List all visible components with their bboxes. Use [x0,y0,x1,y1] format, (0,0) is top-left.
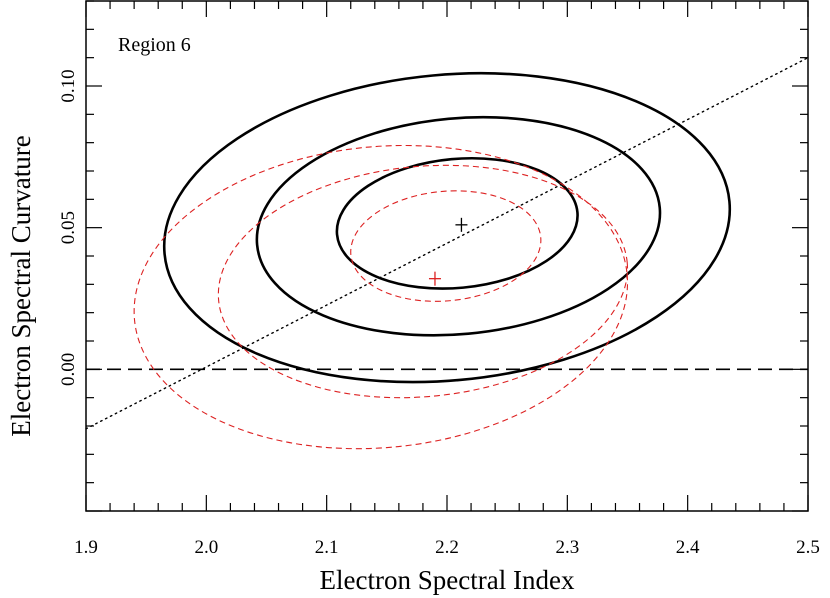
x-tick-labels: 1.9 2.0 2.1 2.2 2.3 2.4 2.5 [74,537,820,558]
dashed-contour-1 [350,190,542,302]
x-tick-label: 1.9 [74,537,98,558]
x-tick-label: 2.5 [796,537,820,558]
y-tick-labels: 0.00 0.05 0.10 [58,69,79,386]
x-tick-label: 2.0 [194,537,218,558]
x-tick-label: 2.2 [435,537,459,558]
dashed-contour-2 [217,164,629,399]
plot-frame [85,0,809,512]
region-annotation: Region 6 [118,34,191,56]
confidence-contours [133,71,732,450]
dotted-trend-line [85,56,809,430]
x-tick-label: 2.1 [315,537,339,558]
best-fit-markers [428,217,468,286]
y-tick-label: 0.10 [58,69,79,102]
solid-contour-1 [335,156,579,290]
y-axis-title: Electron Spectral Curvature [6,135,36,436]
reference-lines [85,56,809,430]
axis-ticks [85,0,809,512]
solid-contour-2 [255,115,662,337]
x-axis-title: Electron Spectral Index [320,565,575,595]
dashed-contour-3 [133,144,629,450]
x-tick-label: 2.3 [555,537,579,558]
y-tick-label: 0.00 [58,353,79,386]
solid-contour-3 [162,71,732,384]
y-tick-label: 0.05 [58,211,79,244]
x-tick-label: 2.4 [676,537,700,558]
